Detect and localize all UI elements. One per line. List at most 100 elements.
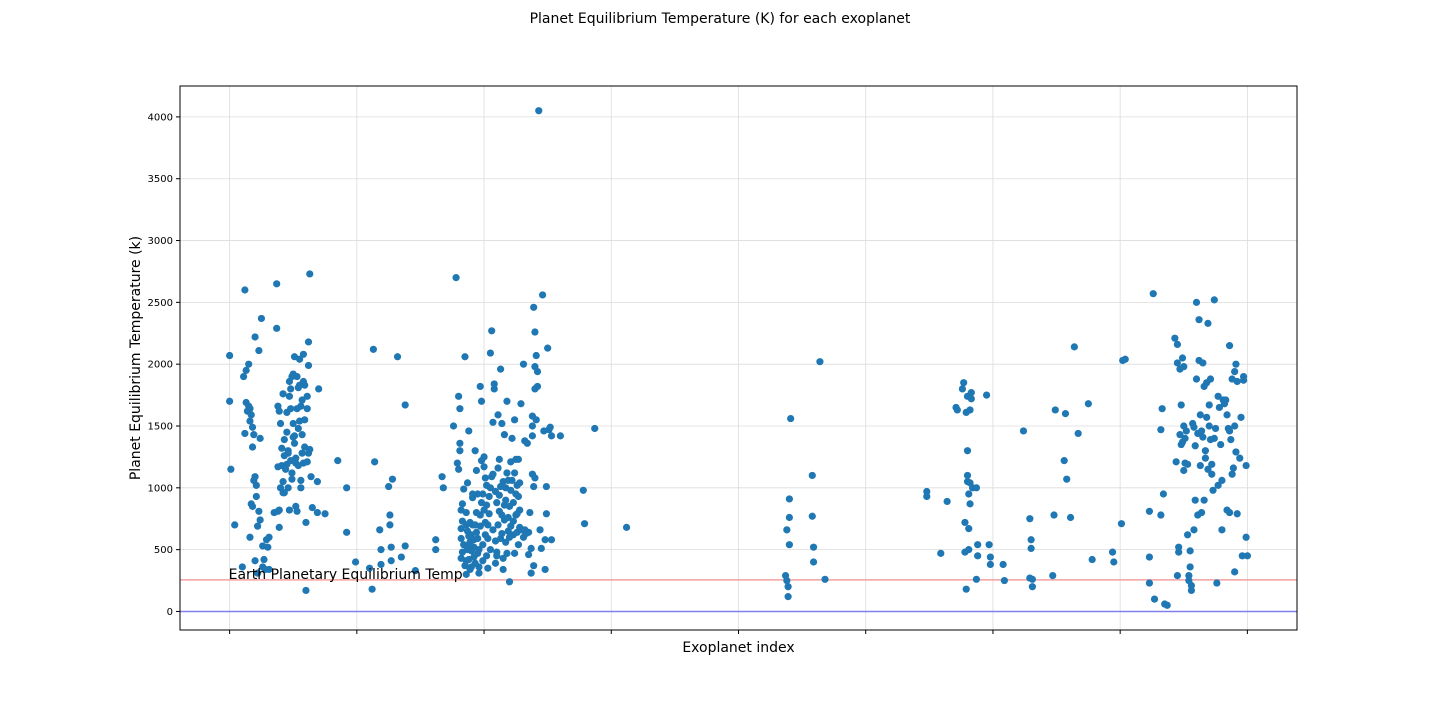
data-point [1231, 368, 1239, 376]
data-point [472, 466, 481, 475]
data-point [986, 560, 994, 569]
data-point [284, 484, 292, 492]
data-point [280, 436, 288, 444]
data-point [283, 428, 291, 436]
data-point [1199, 433, 1207, 441]
data-point [530, 562, 538, 570]
data-point [1218, 526, 1226, 534]
data-point [1201, 454, 1210, 462]
data-point [306, 270, 314, 278]
data-point [502, 496, 510, 504]
data-point [490, 385, 498, 393]
data-point [783, 526, 791, 534]
data-point [1200, 496, 1208, 504]
data-point [1191, 442, 1199, 450]
data-point [313, 478, 321, 486]
data-point [247, 411, 255, 419]
data-point [260, 555, 268, 564]
data-point [1204, 465, 1212, 473]
data-point [456, 405, 464, 413]
data-point [1186, 547, 1194, 555]
data-point [531, 328, 539, 336]
data-point [242, 366, 250, 374]
data-point [783, 576, 791, 585]
data-point [503, 469, 511, 477]
data-point [1028, 583, 1036, 591]
data-point [538, 291, 547, 299]
data-point [1233, 510, 1241, 518]
data-point [1173, 359, 1182, 367]
data-point [541, 565, 549, 574]
data-point [1210, 434, 1218, 442]
data-point [257, 314, 266, 323]
data-point [524, 528, 533, 536]
data-point [285, 506, 294, 514]
data-point [302, 586, 310, 595]
data-point [251, 333, 259, 341]
data-point [541, 536, 549, 544]
data-point [475, 546, 483, 554]
data-point [485, 510, 493, 518]
data-point [387, 543, 395, 551]
data-point [456, 447, 464, 455]
data-point [499, 554, 507, 562]
data-point [476, 522, 484, 530]
data-point [960, 379, 968, 387]
data-point [1027, 536, 1035, 544]
data-point [784, 593, 792, 601]
data-point [1232, 360, 1240, 368]
data-point [1239, 376, 1248, 384]
data-point [493, 548, 501, 556]
data-point [510, 549, 519, 557]
data-point [313, 508, 321, 517]
data-point [265, 533, 273, 541]
data-point [432, 546, 440, 554]
data-point [461, 353, 469, 361]
data-point [301, 416, 309, 424]
data-point [498, 419, 506, 428]
data-point [533, 368, 542, 376]
data-point [923, 487, 931, 496]
data-point [1182, 427, 1190, 435]
data-point [923, 492, 931, 501]
data-point [1225, 508, 1234, 517]
data-point [369, 345, 377, 353]
data-point [1204, 319, 1212, 327]
data-point [462, 570, 470, 578]
data-point [537, 544, 545, 553]
data-point [1231, 568, 1239, 576]
data-point [1157, 426, 1165, 434]
data-point [496, 365, 505, 373]
data-point [514, 541, 523, 549]
data-point [579, 486, 587, 494]
data-point [365, 564, 374, 572]
data-point [387, 557, 395, 565]
data-point [1150, 595, 1159, 603]
data-point [1173, 572, 1182, 580]
data-point [1214, 481, 1222, 489]
data-point [1180, 466, 1188, 475]
data-point [462, 508, 470, 517]
data-point [527, 544, 535, 553]
data-point [1019, 427, 1028, 435]
data-point [523, 439, 531, 447]
data-point [542, 482, 550, 491]
data-point [1213, 579, 1221, 587]
data-point [294, 424, 302, 433]
data-point [495, 491, 503, 499]
data-point [479, 541, 487, 549]
data-point [937, 549, 945, 557]
data-point [1028, 575, 1036, 583]
data-point [288, 475, 296, 483]
data-point [474, 534, 482, 543]
data-point [465, 427, 473, 435]
data-point [301, 381, 309, 389]
data-point [507, 486, 515, 494]
data-point [516, 506, 524, 514]
data-point [808, 512, 816, 520]
data-point [377, 560, 385, 569]
data-point [494, 521, 502, 529]
data-point [254, 522, 262, 530]
data-point [967, 389, 975, 397]
data-point [248, 423, 257, 431]
